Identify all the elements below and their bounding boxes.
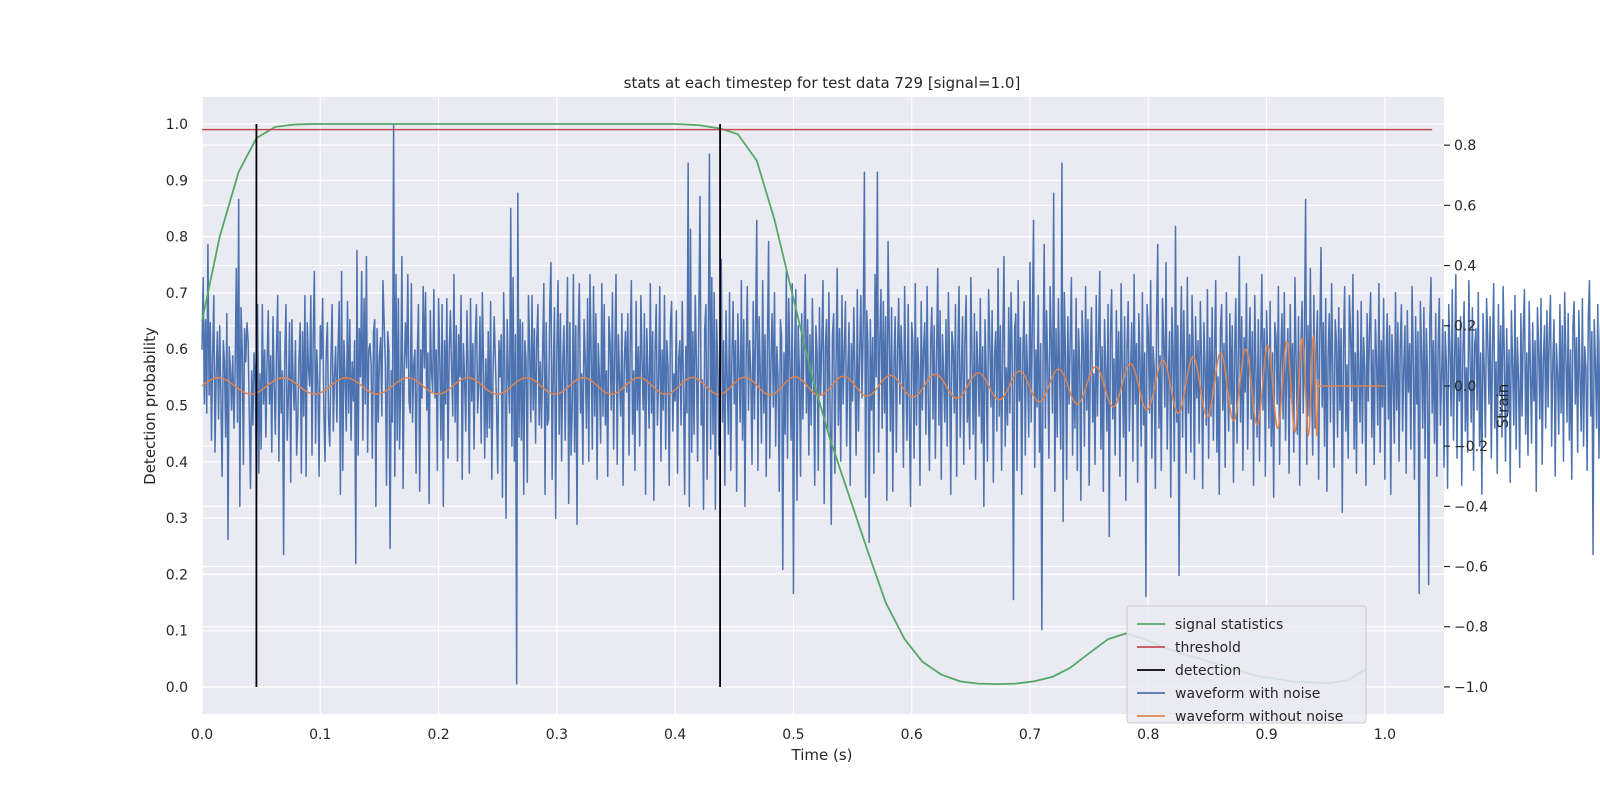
legend-label-4: waveform without noise: [1175, 709, 1343, 725]
y-tick-label-2: 0.2: [166, 567, 188, 583]
x-tick-label-2: 0.2: [427, 727, 449, 743]
x-tick-label-10: 1.0: [1374, 727, 1396, 743]
legend-label-1: threshold: [1175, 640, 1241, 656]
y-tick-label-7: 0.7: [166, 286, 188, 302]
legend-label-0: signal statistics: [1175, 617, 1283, 633]
y-tick-label-8: 0.8: [166, 230, 188, 246]
y2-tick-label-7: 0.4: [1454, 259, 1476, 275]
y2-tick-label-2: −0.6: [1454, 560, 1488, 576]
y2-axis-ticks: −1.0 −0.8 −0.6 −0.4 −0.2 0.0 0.2 0.4 0.6 0.8: [1444, 138, 1488, 696]
chart-title: stats at each timestep for test data 729…: [624, 74, 1021, 92]
y2-tick-label-1: −0.8: [1454, 620, 1488, 636]
x-tick-label-0: 0.0: [191, 727, 213, 743]
y-axis-ticks: 0.0 0.1 0.2 0.3 0.4 0.5 0.6 0.7 0.8 0.9 1.0: [166, 117, 188, 696]
y-tick-label-9: 0.9: [166, 173, 188, 189]
x-tick-label-9: 0.9: [1255, 727, 1277, 743]
legend-label-3: waveform with noise: [1175, 686, 1320, 702]
x-axis-title: Time (s): [791, 746, 853, 764]
y-tick-label-10: 1.0: [166, 117, 188, 133]
y2-tick-label-4: −0.2: [1454, 439, 1488, 455]
y-tick-label-3: 0.3: [166, 511, 188, 527]
y2-tick-label-0: −1.0: [1454, 680, 1488, 696]
legend-box: [1126, 605, 1367, 724]
x-tick-label-5: 0.5: [782, 727, 804, 743]
legend-label-2: detection: [1175, 663, 1241, 679]
y2-tick-label-3: −0.4: [1454, 499, 1488, 515]
y2-tick-label-5: 0.0: [1454, 379, 1476, 395]
legend: signal statistics threshold detection wavef…: [1126, 605, 1367, 725]
y-tick-label-1: 0.1: [166, 624, 188, 640]
x-tick-label-8: 0.8: [1137, 727, 1159, 743]
series-waveform-without-noise: [201, 334, 1385, 438]
x-tick-label-3: 0.3: [546, 727, 568, 743]
x-tick-label-7: 0.7: [1019, 727, 1041, 743]
y-tick-label-0: 0.0: [166, 680, 188, 696]
y2-axis-title: Strain: [1494, 384, 1512, 428]
y2-tick-label-8: 0.6: [1454, 198, 1476, 214]
y2-tick-label-6: 0.2: [1454, 319, 1476, 335]
y2-tick-label-9: 0.8: [1454, 138, 1476, 154]
y-tick-label-4: 0.4: [166, 455, 188, 471]
x-tick-label-4: 0.4: [664, 727, 686, 743]
x-tick-label-6: 0.6: [901, 727, 923, 743]
series-waveform-with-noise: [201, 123, 1600, 685]
y-axis-title: Detection probability: [141, 327, 159, 485]
x-axis-ticks: 0.0 0.1 0.2 0.3 0.4 0.5 0.6 0.7 0.8 0.9 1.0: [191, 727, 1396, 743]
y-tick-label-5: 0.5: [166, 399, 188, 415]
x-tick-label-1: 0.1: [309, 727, 331, 743]
y-tick-label-6: 0.6: [166, 342, 188, 358]
